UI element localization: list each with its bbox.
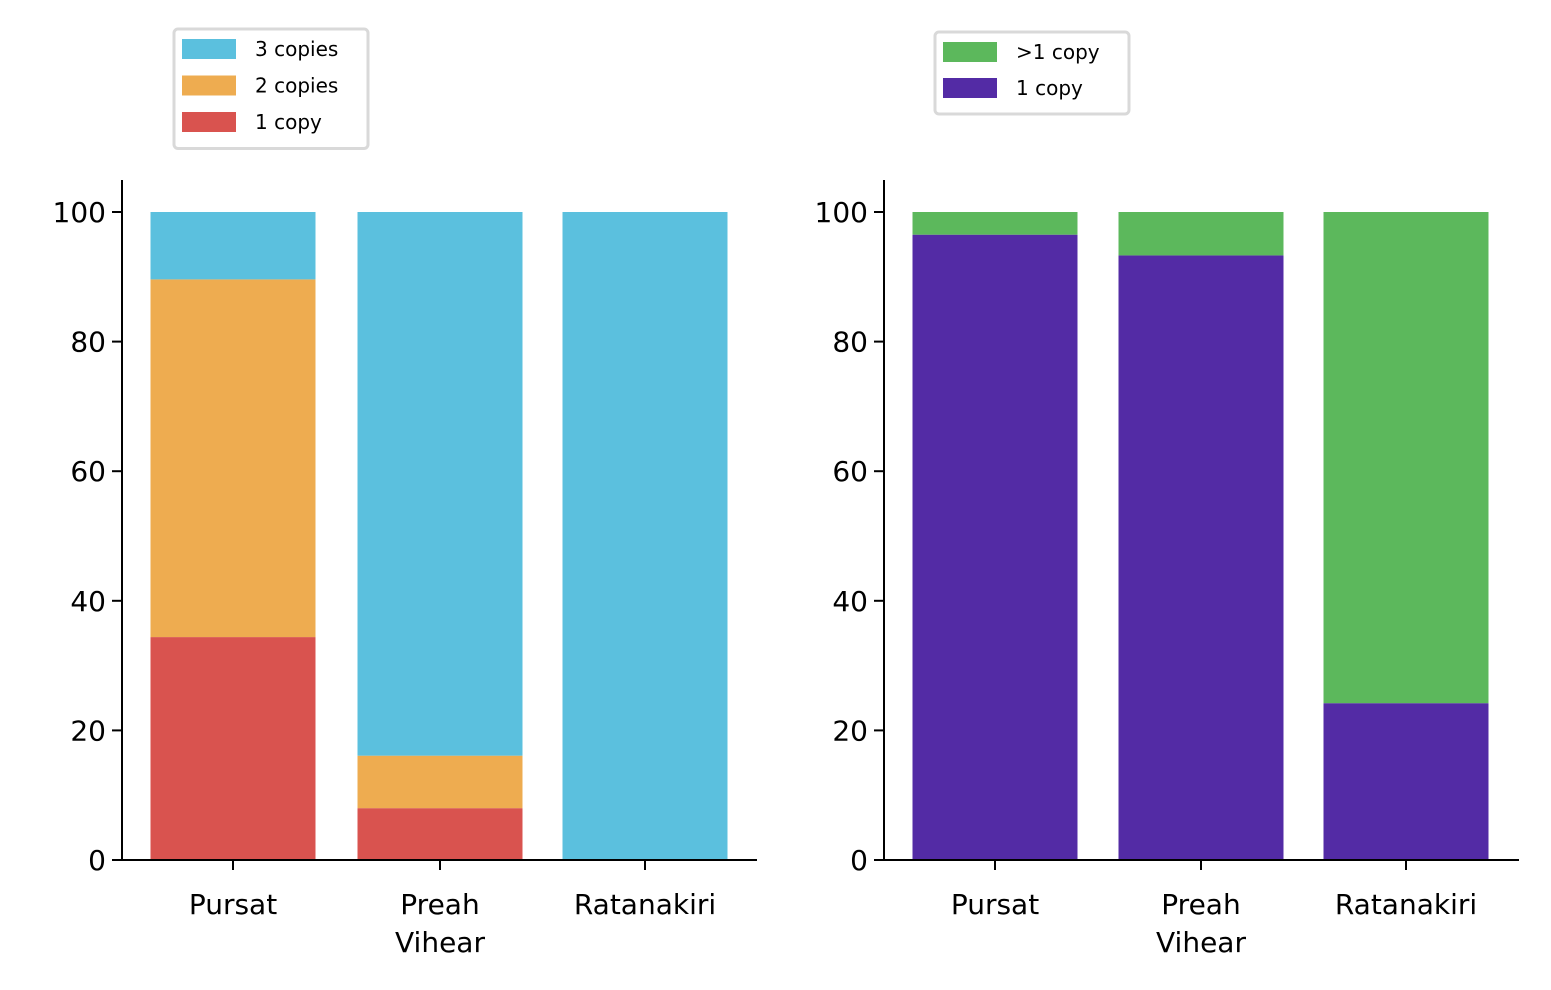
y-tick-label: 0 xyxy=(850,844,868,877)
y-tick-label: 100 xyxy=(53,196,106,229)
legend-label: 1 copy xyxy=(255,110,322,134)
y-tick-label: 80 xyxy=(832,326,868,359)
y-tick-label: 40 xyxy=(832,585,868,618)
bar-pursat-series-1 xyxy=(150,637,316,860)
y-tick-label: 40 xyxy=(70,585,106,618)
x-tick-label-line: Preah xyxy=(400,888,479,921)
x-tick-label: Pursat xyxy=(189,888,277,921)
x-tick-label-line: Ratanakiri xyxy=(574,888,716,921)
bar-ratanakiri-series-2 xyxy=(1323,212,1489,704)
x-tick-label-line: Pursat xyxy=(951,888,1039,921)
bar-preah-vihear-series-1 xyxy=(1118,255,1284,860)
chart-panel-2: 0 20 40 60 80 100 Pursat Preah Vihear Ratanakiri >… xyxy=(815,30,1519,959)
x-tick-label-line: Vihear xyxy=(395,926,485,959)
y-tick-label: 80 xyxy=(70,326,106,359)
legend-label: 1 copy xyxy=(1016,76,1083,100)
legend: >1 copy 1 copy xyxy=(933,30,1131,116)
x-tick-label-line: Vihear xyxy=(1156,926,1246,959)
bar-pursat-series-3 xyxy=(150,212,316,280)
x-tick-label: Preah Vihear xyxy=(395,888,485,959)
bar-pursat-series-2 xyxy=(912,212,1078,235)
legend-label: 2 copies xyxy=(255,74,338,98)
x-tick-label-line: Preah xyxy=(1161,888,1240,921)
bar-ratanakiri-series-1 xyxy=(1323,703,1489,860)
x-tick-label: Ratanakiri xyxy=(1335,888,1477,921)
legend-swatch xyxy=(182,112,236,132)
y-tick-label: 0 xyxy=(88,844,106,877)
x-tick-label-line: Ratanakiri xyxy=(1335,888,1477,921)
legend: 3 copies 2 copies 1 copy xyxy=(172,27,370,150)
y-tick-label: 100 xyxy=(815,196,868,229)
legend-swatch xyxy=(943,78,997,98)
legend-swatch xyxy=(943,42,997,62)
x-tick-label: Pursat xyxy=(951,888,1039,921)
x-tick-label: Ratanakiri xyxy=(574,888,716,921)
legend-label: 3 copies xyxy=(255,37,338,61)
bar-pursat-series-1 xyxy=(912,234,1078,860)
legend-label: >1 copy xyxy=(1016,40,1100,64)
bar-preah-vihear-series-1 xyxy=(357,808,523,860)
bar-pursat-series-2 xyxy=(150,279,316,638)
bar-ratanakiri-series-3 xyxy=(562,212,728,860)
chart-panel-1: 0 20 40 60 80 100 Pursat Preah Vihear Ratanakiri 3… xyxy=(53,27,757,959)
legend-swatch xyxy=(182,75,236,96)
x-tick-label: Preah Vihear xyxy=(1156,888,1246,959)
y-tick-label: 20 xyxy=(832,714,868,747)
bar-preah-vihear-series-2 xyxy=(1118,212,1284,256)
y-tick-label: 60 xyxy=(70,455,106,488)
y-tick-label: 60 xyxy=(832,455,868,488)
legend-swatch xyxy=(182,39,236,59)
bar-preah-vihear-series-3 xyxy=(357,212,523,756)
x-tick-label-line: Pursat xyxy=(189,888,277,921)
bar-preah-vihear-series-2 xyxy=(357,755,523,809)
y-tick-label: 20 xyxy=(70,714,106,747)
